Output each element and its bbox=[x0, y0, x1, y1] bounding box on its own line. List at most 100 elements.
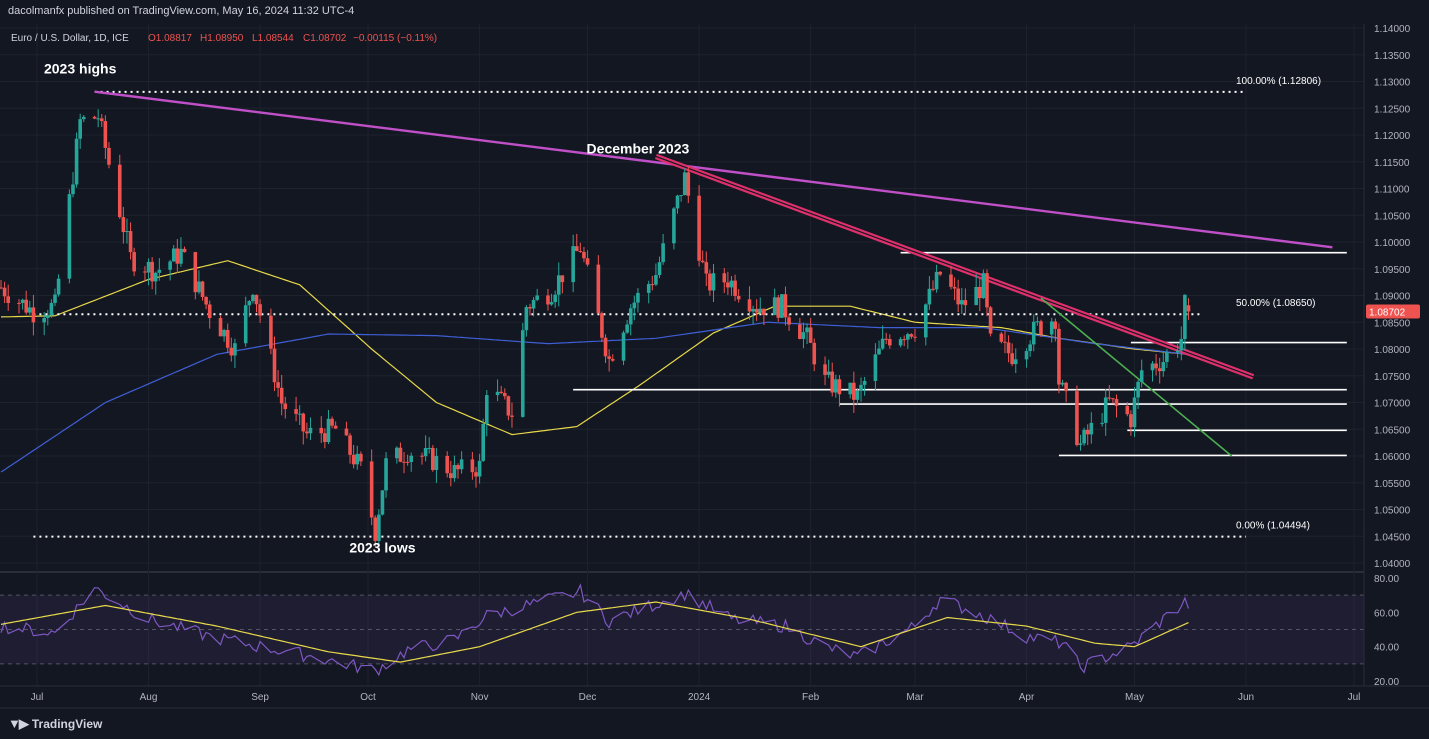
price-tick-label: 1.06500 bbox=[1374, 425, 1411, 436]
candle-body bbox=[323, 433, 327, 443]
candle-body bbox=[99, 118, 104, 122]
price-tick-label: 1.04500 bbox=[1374, 532, 1411, 543]
price-tick-label: 1.13000 bbox=[1374, 78, 1411, 89]
candle-body bbox=[233, 343, 237, 356]
candle-body bbox=[1049, 321, 1054, 335]
candle-body bbox=[395, 447, 399, 459]
candle-body bbox=[578, 251, 583, 253]
candle-body bbox=[420, 455, 424, 457]
price-tick-label: 1.08000 bbox=[1374, 345, 1411, 356]
candle-body bbox=[96, 118, 100, 120]
candle-body bbox=[1053, 321, 1058, 329]
time-tick-label: Aug bbox=[140, 692, 158, 703]
candle-body bbox=[531, 299, 536, 309]
candle-body bbox=[222, 329, 226, 337]
candle-body bbox=[747, 299, 752, 312]
candle-body bbox=[999, 333, 1004, 342]
price-tick-label: 1.06000 bbox=[1374, 452, 1411, 463]
candle-body bbox=[859, 384, 863, 391]
ohlc-legend: Euro / U.S. Dollar, 1D, ICE O1.08817 H1.… bbox=[11, 33, 437, 44]
candle-body bbox=[628, 308, 633, 325]
candle-body bbox=[1175, 350, 1180, 353]
last-price-badge bbox=[1366, 304, 1420, 319]
candle-body bbox=[1082, 429, 1086, 444]
candle-body bbox=[348, 435, 352, 455]
candle-body bbox=[906, 334, 910, 340]
candle-body bbox=[1078, 443, 1083, 445]
candle-body bbox=[898, 339, 903, 346]
candle-body bbox=[625, 324, 629, 333]
candle-body bbox=[143, 271, 147, 273]
candle-body bbox=[171, 248, 176, 262]
candle-body bbox=[801, 332, 806, 339]
candle-body bbox=[909, 334, 914, 337]
candle-body bbox=[369, 461, 374, 518]
price-tick-label: 1.07000 bbox=[1374, 399, 1411, 410]
candle-body bbox=[168, 261, 172, 270]
candle-body bbox=[377, 514, 381, 541]
candle-body bbox=[24, 299, 29, 313]
grid-layer bbox=[0, 24, 1364, 686]
candle-body bbox=[956, 288, 960, 305]
candle-body bbox=[49, 302, 54, 316]
candle-body bbox=[477, 460, 482, 477]
price-tick-label: 1.14000 bbox=[1374, 24, 1411, 35]
candle-body bbox=[574, 246, 579, 252]
time-tick-label: Oct bbox=[360, 692, 376, 703]
candle-body bbox=[445, 455, 450, 474]
candle-body bbox=[359, 453, 363, 462]
candle-body bbox=[977, 286, 982, 299]
candle-body bbox=[873, 354, 878, 381]
candle-body bbox=[826, 371, 831, 375]
candle-body bbox=[427, 447, 432, 449]
candle-body bbox=[535, 295, 539, 300]
candle-body bbox=[1154, 363, 1158, 369]
candle-body bbox=[726, 282, 730, 288]
rsi-line bbox=[0, 583, 1190, 677]
candle-body bbox=[672, 208, 676, 244]
candle-body bbox=[355, 453, 360, 465]
candle-body bbox=[502, 392, 507, 397]
footer-brand: TradingView bbox=[31, 717, 103, 731]
candle-body bbox=[927, 288, 932, 305]
candle-body bbox=[1103, 397, 1108, 423]
candle-body bbox=[207, 304, 212, 319]
candle-body bbox=[862, 380, 867, 385]
fib-level-label: 0.00% (1.04494) bbox=[1236, 521, 1310, 532]
candle-body bbox=[128, 231, 133, 253]
candle-body bbox=[92, 116, 97, 119]
candle-body bbox=[855, 390, 860, 400]
chart-annotation: 2023 lows bbox=[349, 539, 415, 555]
candle-body bbox=[704, 262, 709, 274]
annotations-layer: 2023 highs December 2023 2023 lows 1.08702 bbox=[44, 60, 1420, 555]
candle-body bbox=[528, 307, 532, 309]
tradingview-footer[interactable]: ▼▶ TradingView bbox=[8, 716, 102, 732]
candle-body bbox=[1010, 353, 1014, 365]
candle-body bbox=[650, 284, 655, 286]
candle-body bbox=[218, 318, 223, 337]
candle-body bbox=[938, 271, 942, 275]
candles-layer bbox=[0, 109, 1191, 548]
candle-body bbox=[470, 459, 475, 473]
candle-body bbox=[197, 281, 201, 293]
rsi-tick-label: 60.00 bbox=[1374, 608, 1399, 619]
candle-body bbox=[431, 447, 435, 470]
candle-body bbox=[697, 195, 701, 261]
candle-body bbox=[596, 264, 601, 314]
candle-body bbox=[736, 295, 741, 300]
candle-body bbox=[711, 273, 716, 291]
candle-body bbox=[1186, 305, 1191, 312]
candle-body bbox=[384, 458, 388, 491]
candle-body bbox=[103, 121, 108, 148]
candle-body bbox=[1039, 321, 1043, 335]
candle-body bbox=[506, 396, 511, 416]
candle-body bbox=[193, 252, 198, 293]
price-tick-label: 1.10500 bbox=[1374, 211, 1411, 222]
candle-body bbox=[963, 300, 968, 306]
candle-body bbox=[1013, 359, 1018, 365]
candle-body bbox=[1125, 405, 1130, 415]
candle-body bbox=[1179, 339, 1184, 351]
price-tick-label: 1.11000 bbox=[1374, 185, 1410, 196]
candle-body bbox=[1028, 344, 1032, 352]
